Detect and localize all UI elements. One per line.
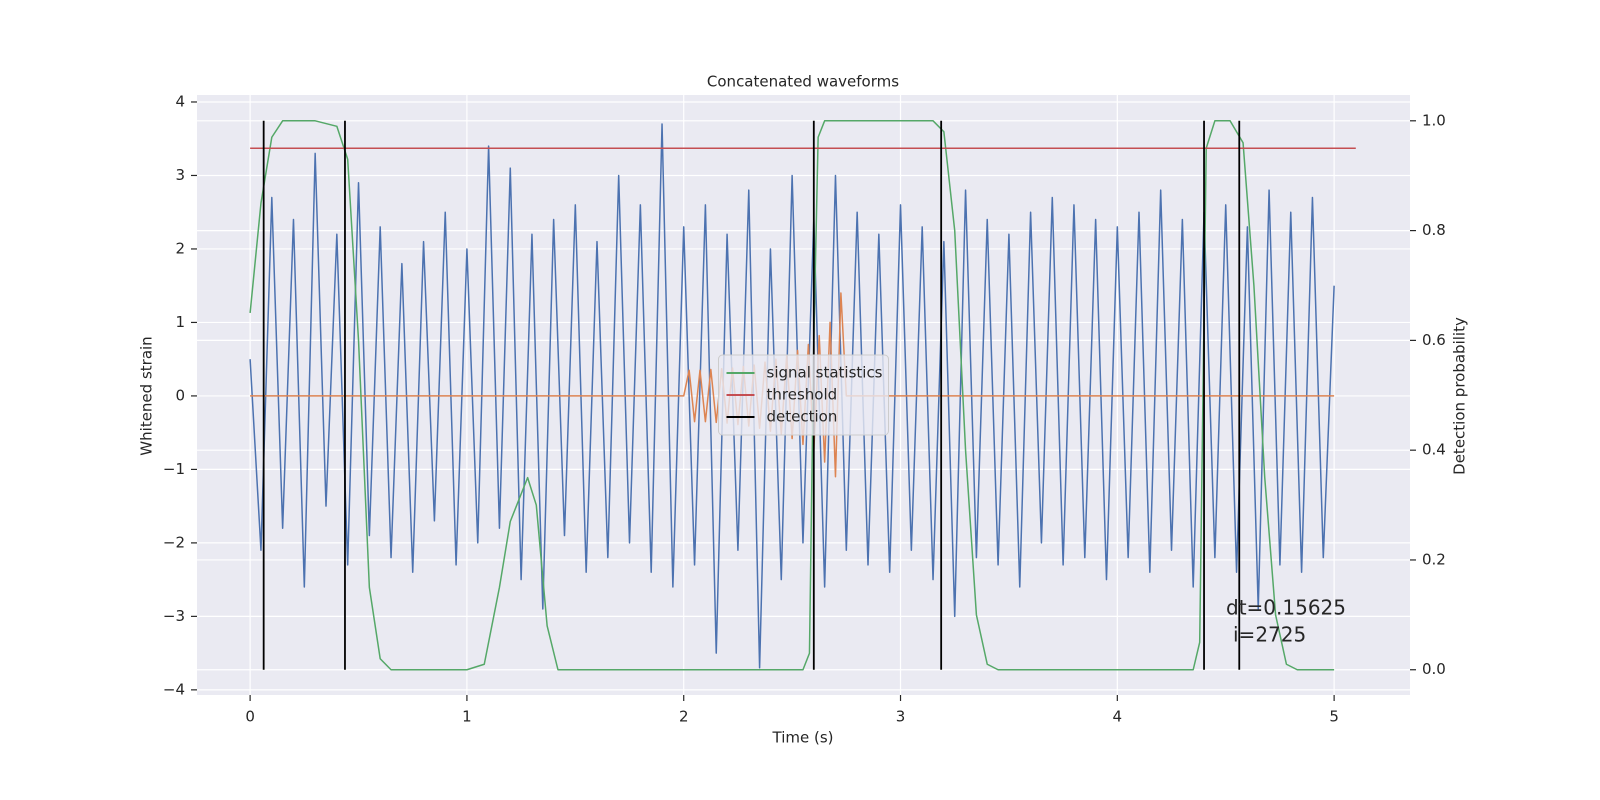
annotation: i=2725 <box>1233 623 1306 647</box>
y-tick-label: −1 <box>163 460 185 478</box>
y-tick-label: −3 <box>163 607 185 625</box>
y2-tick-label: 0.0 <box>1422 660 1446 678</box>
x-axis-label: Time (s) <box>772 729 834 747</box>
y2-tick-label: 1.0 <box>1422 111 1446 129</box>
y-tick-label: 4 <box>175 92 185 110</box>
x-tick-label: 4 <box>1113 708 1123 726</box>
legend-label: detection <box>767 408 838 426</box>
legend-box <box>718 354 889 436</box>
x-tick-label: 2 <box>679 708 689 726</box>
y2-axis-label: Detection probability <box>1451 317 1469 475</box>
y-tick-label: −4 <box>163 680 185 698</box>
y2-tick-label: 0.2 <box>1422 550 1446 568</box>
chart-title: Concatenated waveforms <box>707 73 899 91</box>
y2-tick-label: 0.4 <box>1422 441 1446 459</box>
y-axis-label: Whitened strain <box>138 336 156 455</box>
y-tick-label: 0 <box>175 386 185 404</box>
x-tick-label: 1 <box>462 708 472 726</box>
legend-label: signal statistics <box>767 364 883 382</box>
y-tick-label: 1 <box>175 313 185 331</box>
x-tick-label: 3 <box>896 708 906 726</box>
annotation: dt=0.15625 <box>1226 596 1346 620</box>
legend-label: threshold <box>767 386 838 404</box>
y-tick-label: 2 <box>175 239 185 257</box>
y2-tick-label: 0.8 <box>1422 221 1446 239</box>
series-line <box>249 123 1335 669</box>
y-tick-label: −2 <box>163 533 185 551</box>
x-tick-label: 0 <box>245 708 255 726</box>
x-tick-label: 5 <box>1329 708 1339 726</box>
y-tick-label: 3 <box>175 166 185 184</box>
y2-tick-label: 0.6 <box>1422 331 1446 349</box>
